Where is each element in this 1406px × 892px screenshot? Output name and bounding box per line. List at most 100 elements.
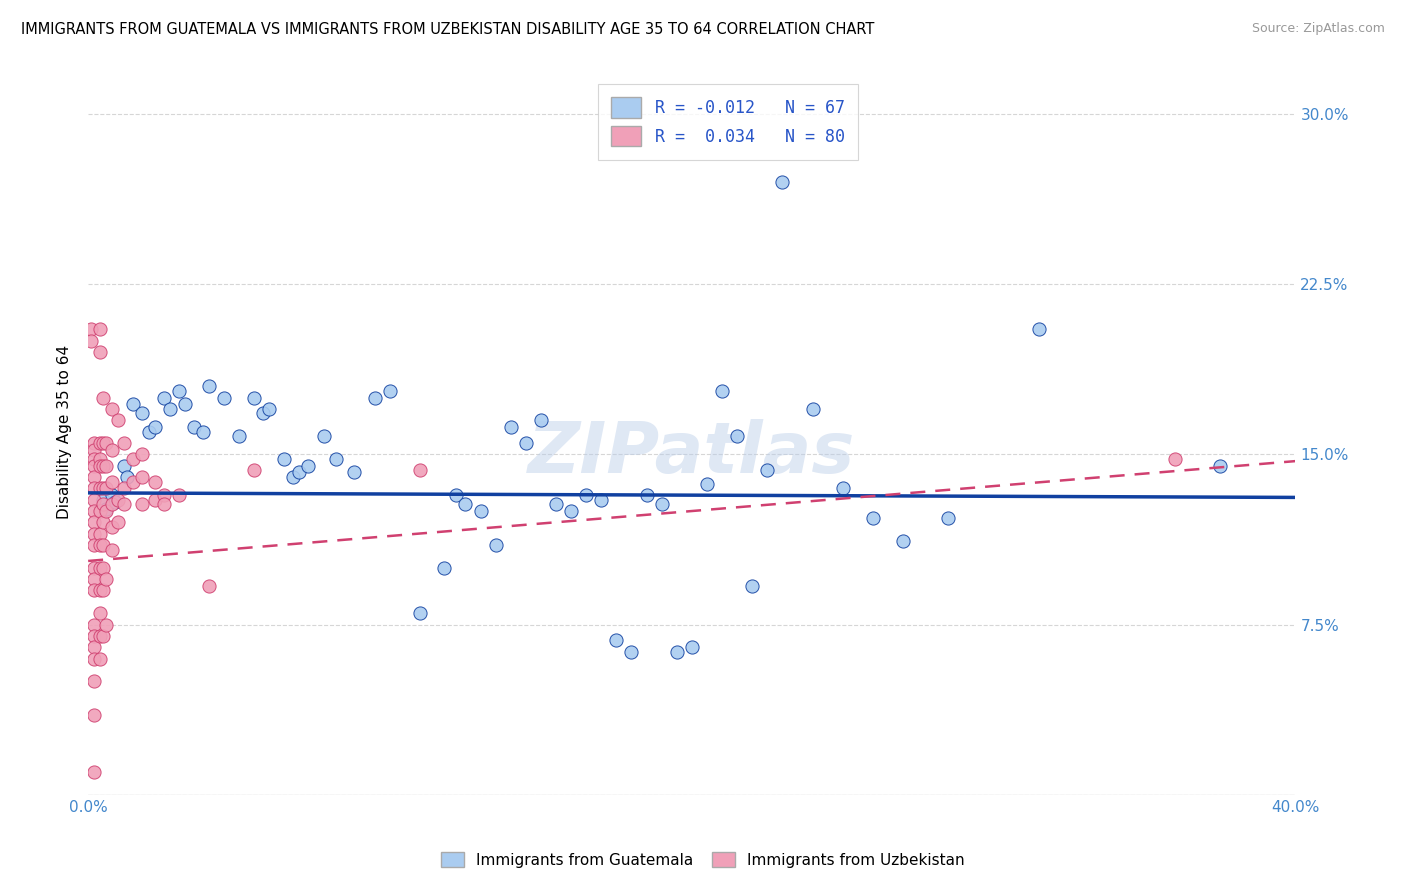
Point <box>83 526 105 541</box>
Point <box>91 538 114 552</box>
Point <box>152 391 174 405</box>
Point <box>112 458 135 473</box>
Point <box>83 561 105 575</box>
Point <box>167 488 190 502</box>
Point <box>152 488 174 502</box>
Point <box>83 651 105 665</box>
Point <box>620 645 643 659</box>
Point <box>801 401 824 416</box>
Point <box>173 397 195 411</box>
Point <box>131 407 153 421</box>
Point <box>101 488 124 502</box>
Point <box>96 504 118 518</box>
Point <box>91 583 114 598</box>
Point <box>756 463 779 477</box>
Point <box>91 561 114 575</box>
Point <box>91 436 114 450</box>
Point <box>831 481 853 495</box>
Point <box>101 401 124 416</box>
Point <box>454 497 477 511</box>
Point <box>725 429 748 443</box>
Point <box>89 629 111 643</box>
Point <box>89 458 111 473</box>
Point <box>243 463 266 477</box>
Point <box>83 481 105 495</box>
Point <box>167 384 190 398</box>
Point <box>89 504 111 518</box>
Point <box>770 175 793 189</box>
Point <box>312 429 335 443</box>
Point <box>107 516 129 530</box>
Point <box>343 466 366 480</box>
Point <box>89 451 111 466</box>
Point <box>104 495 127 509</box>
Point <box>122 475 145 489</box>
Point <box>891 533 914 548</box>
Point <box>89 583 111 598</box>
Point <box>212 391 235 405</box>
Text: Source: ZipAtlas.com: Source: ZipAtlas.com <box>1251 22 1385 36</box>
Point <box>560 504 582 518</box>
Point <box>83 451 105 466</box>
Point <box>499 420 522 434</box>
Point <box>252 407 274 421</box>
Point <box>138 425 160 439</box>
Point <box>152 497 174 511</box>
Point <box>409 463 432 477</box>
Point <box>83 640 105 655</box>
Point <box>131 470 153 484</box>
Point <box>89 538 111 552</box>
Point <box>364 391 387 405</box>
Point <box>80 322 103 336</box>
Point <box>96 481 118 495</box>
Point <box>83 516 105 530</box>
Point <box>515 436 537 450</box>
Point <box>117 470 139 484</box>
Point <box>665 645 688 659</box>
Point <box>89 651 111 665</box>
Point <box>107 492 129 507</box>
Point <box>83 708 105 723</box>
Point <box>101 442 124 457</box>
Point <box>83 442 105 457</box>
Point <box>297 458 319 473</box>
Point <box>91 458 114 473</box>
Point <box>83 764 105 779</box>
Point <box>122 397 145 411</box>
Point <box>80 334 103 348</box>
Point <box>544 497 567 511</box>
Point <box>96 458 118 473</box>
Point <box>122 451 145 466</box>
Point <box>228 429 250 443</box>
Point <box>159 401 181 416</box>
Point <box>191 425 214 439</box>
Point <box>89 481 111 495</box>
Point <box>273 451 295 466</box>
Point <box>325 451 347 466</box>
Point <box>143 492 166 507</box>
Point <box>938 511 960 525</box>
Point <box>433 561 456 575</box>
Point <box>83 572 105 586</box>
Point <box>143 420 166 434</box>
Point <box>96 572 118 586</box>
Point <box>83 458 105 473</box>
Point <box>91 391 114 405</box>
Point <box>91 481 114 495</box>
Legend: Immigrants from Guatemala, Immigrants from Uzbekistan: Immigrants from Guatemala, Immigrants fr… <box>433 844 973 875</box>
Point <box>651 497 673 511</box>
Point <box>378 384 401 398</box>
Point <box>83 470 105 484</box>
Point <box>112 436 135 450</box>
Point <box>681 640 703 655</box>
Point <box>485 538 508 552</box>
Point <box>470 504 492 518</box>
Point <box>112 497 135 511</box>
Point <box>283 470 305 484</box>
Point <box>96 501 118 516</box>
Point <box>243 391 266 405</box>
Point <box>83 436 105 450</box>
Point <box>696 476 718 491</box>
Point <box>741 579 763 593</box>
Point <box>91 516 114 530</box>
